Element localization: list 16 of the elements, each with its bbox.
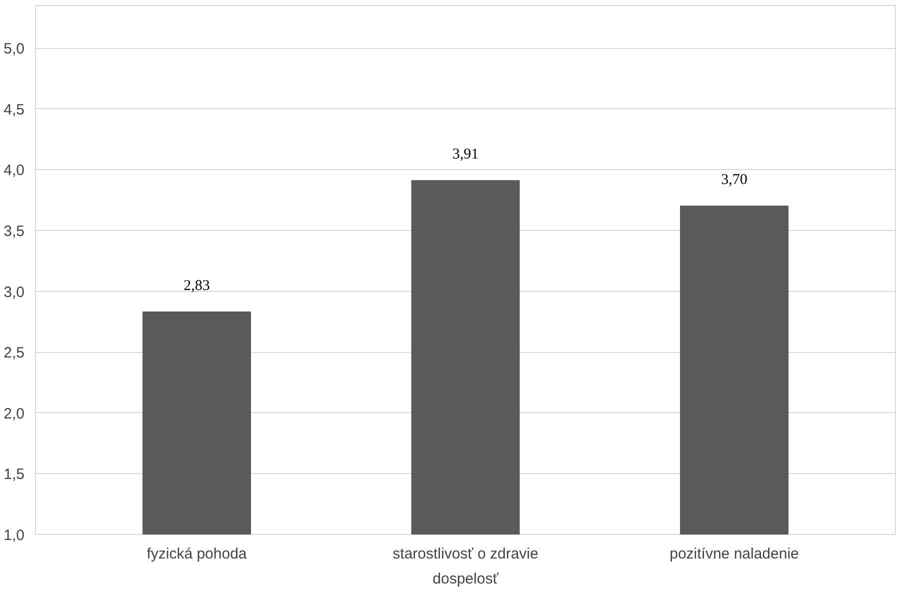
y-tick-label: 2,0 bbox=[4, 405, 25, 422]
y-tick-label: 3,5 bbox=[4, 222, 25, 240]
data-label: 3,70 bbox=[721, 172, 748, 188]
data-label: 3,91 bbox=[452, 146, 479, 163]
y-tick-label: 3,0 bbox=[4, 284, 25, 301]
y-tick-label: 4,0 bbox=[4, 162, 25, 180]
y-tick-label: 4,5 bbox=[4, 101, 25, 118]
y-tick-label: 5,0 bbox=[4, 40, 25, 58]
x-tick-label: starostlivosť o zdravie bbox=[392, 546, 538, 562]
y-tick-label: 2,5 bbox=[4, 344, 25, 362]
x-axis-title: dospelosť bbox=[432, 570, 499, 588]
x-tick-label: fyzická pohoda bbox=[146, 546, 248, 562]
x-tick-label: pozitívne naladenie bbox=[670, 546, 799, 562]
y-tick-label: 1,5 bbox=[4, 466, 25, 484]
y-tick-label: 1,0 bbox=[4, 527, 25, 544]
data-label: 2,83 bbox=[184, 278, 210, 294]
